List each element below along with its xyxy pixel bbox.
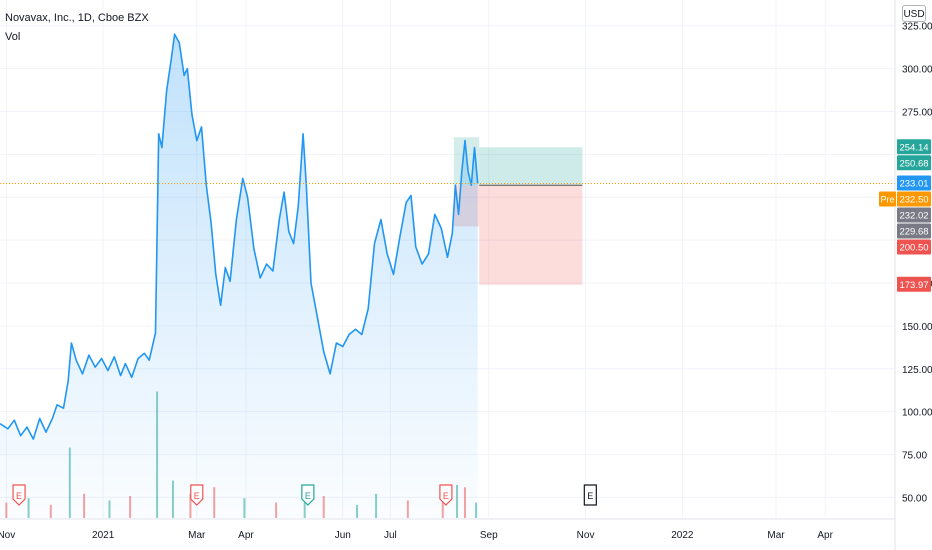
price-tick-label: 100.00	[902, 408, 932, 419]
price-label-badge	[897, 223, 931, 239]
price-tick-label: 325.00	[902, 22, 932, 33]
price-label-text: 229.68	[899, 227, 928, 238]
price-label-text: 254.14	[899, 142, 928, 153]
time-tick-label: Apr	[238, 530, 254, 541]
time-tick-label: Mar	[767, 530, 785, 541]
volume-indicator-label: Vol	[5, 31, 21, 43]
time-tick-label: Sep	[480, 530, 498, 541]
price-label-text: 233.01	[899, 179, 928, 190]
price-line	[0, 33, 479, 440]
pre-market-tag	[879, 191, 896, 207]
earnings-marker-label: E	[305, 491, 311, 501]
symbol-title: Novavax, Inc., 1D, Cboe BZX	[5, 12, 149, 24]
earnings-marker	[439, 484, 453, 506]
price-label-badge	[897, 207, 931, 223]
earnings-marker	[190, 484, 204, 506]
earnings-marker	[301, 484, 315, 506]
price-tick-label: 150.00	[902, 322, 932, 333]
pre-market-tag-label: Pre	[880, 195, 894, 205]
time-tick-label: Nov	[0, 530, 15, 541]
time-tick-label: Nov	[577, 530, 595, 541]
price-label-badge	[897, 191, 931, 207]
price-label-text: 173.97	[899, 280, 928, 291]
earnings-marker-label: E	[16, 491, 22, 501]
currency-button[interactable]: USD	[902, 5, 926, 22]
earnings-marker	[583, 484, 597, 506]
earnings-marker	[12, 484, 26, 506]
earnings-marker-label: E	[443, 491, 449, 501]
earnings-marker-label: E	[194, 491, 200, 501]
time-tick-label: 2021	[92, 530, 115, 541]
price-tick-label: 300.00	[902, 65, 932, 76]
price-label-text: 232.02	[899, 211, 928, 222]
price-label-text: 232.50	[899, 195, 928, 206]
time-tick-label: Jul	[384, 530, 397, 541]
profit-zone	[479, 147, 583, 186]
price-label-text: 250.68	[899, 158, 928, 169]
price-label-badge	[897, 239, 931, 255]
time-tick-label: Jun	[335, 530, 351, 541]
price-tick-label: 125.00	[902, 365, 932, 376]
price-tick-label: 275.00	[902, 107, 932, 118]
price-label-badge	[897, 276, 931, 292]
price-tick-label: 50.00	[902, 493, 927, 504]
price-label-badge	[897, 175, 931, 191]
earnings-marker-label: E	[587, 491, 593, 501]
loss-zone	[479, 185, 583, 285]
price-tick-label: 75.00	[902, 451, 927, 462]
price-label-text: 200.50	[899, 243, 928, 254]
price-area	[0, 34, 478, 519]
price-label-badge	[897, 139, 931, 155]
time-tick-label: Mar	[188, 530, 206, 541]
time-tick-label: 2022	[671, 530, 694, 541]
price-label-badge	[897, 155, 931, 171]
time-tick-label: Apr	[817, 530, 833, 541]
